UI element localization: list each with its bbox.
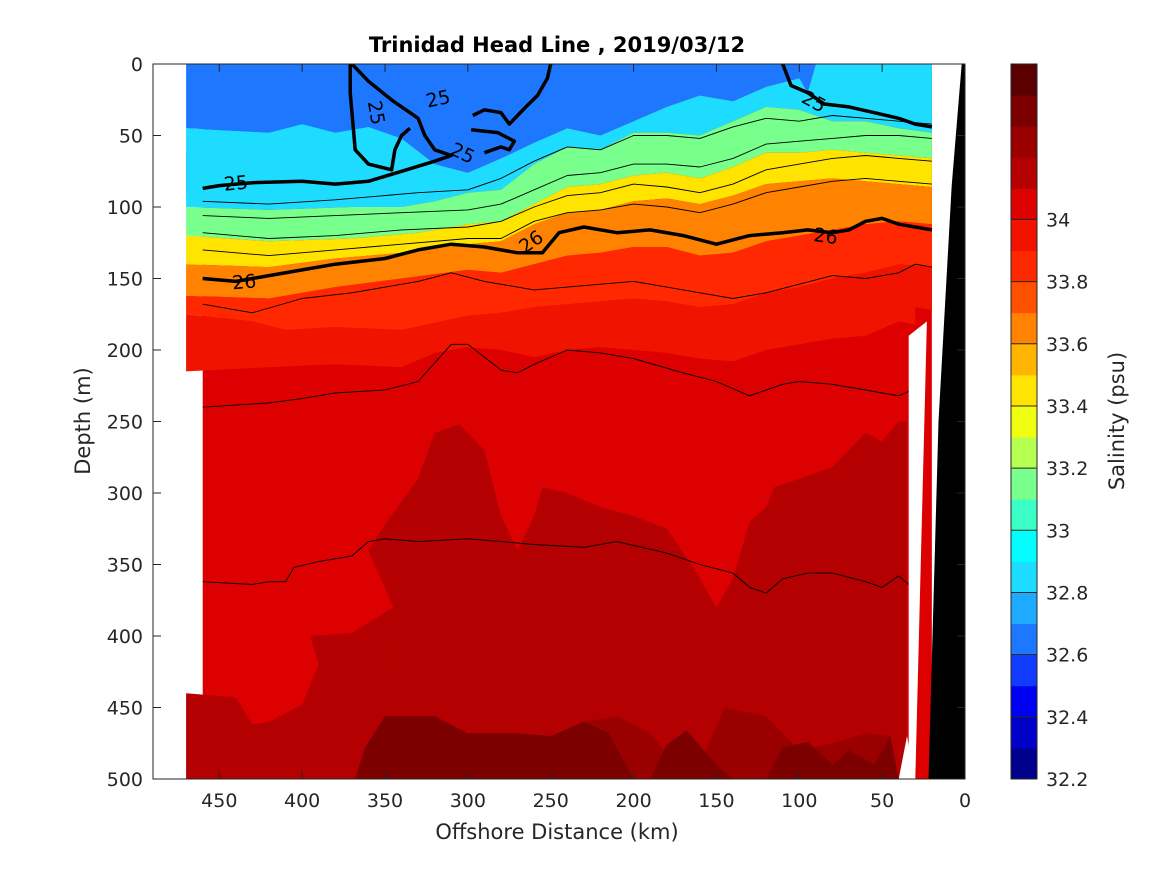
- colorbar-tick-label: 33.4: [1046, 396, 1088, 418]
- salinity-band: [186, 64, 932, 210]
- colorbar-swatch: [1011, 157, 1037, 189]
- colorbar-label: Salinity (psu): [1105, 352, 1129, 490]
- density-contours: [202, 64, 933, 594]
- colorbar-swatch: [1011, 95, 1037, 127]
- salinity-band: [650, 730, 733, 779]
- isopycnal-minor: [202, 343, 913, 408]
- colorbar-swatch: [1011, 561, 1037, 593]
- x-tick-label: 400: [284, 790, 320, 812]
- x-tick-label: 0: [959, 790, 971, 812]
- colorbar-tick-label: 33.6: [1046, 334, 1088, 356]
- colorbar-swatch: [1011, 654, 1037, 687]
- colorbar-swatch: [1011, 219, 1037, 252]
- colorbar-tick-label: 32.8: [1046, 582, 1088, 604]
- x-tick-label: 450: [201, 790, 237, 812]
- colorbar-swatch: [1011, 312, 1037, 345]
- colorbar: 32.2 32.4 32.6 32.8 33 33.2 33.4 33.6 33.8 34: [1010, 63, 1088, 791]
- y-axis: 0 50 100 150 200 250 300 350 400 450 500: [107, 54, 965, 791]
- x-tick-label: 250: [533, 790, 569, 812]
- y-tick-label: 300: [107, 483, 143, 505]
- y-tick-label: 500: [107, 769, 143, 791]
- x-tick-label: 100: [781, 790, 817, 812]
- colorbar-swatch: [1011, 747, 1037, 780]
- colorbar-tick-label: 34: [1046, 209, 1070, 231]
- colorbar-swatch: [1011, 592, 1037, 625]
- isopycnal-minor: [202, 538, 913, 594]
- colorbar-tick-label: 33.2: [1046, 458, 1088, 480]
- salinity-band: [186, 221, 932, 330]
- salinity-band: [186, 607, 402, 779]
- x-tick-label: 350: [367, 790, 403, 812]
- y-tick-label: 450: [107, 698, 143, 720]
- salinity-band: [355, 716, 634, 779]
- colorbar-swatch: [1011, 437, 1037, 469]
- y-tick-label: 250: [107, 412, 143, 434]
- colorbar-swatch: [1011, 530, 1037, 562]
- y-tick-label: 100: [107, 197, 143, 219]
- y-tick-label: 400: [107, 626, 143, 648]
- salinity-fill: [186, 64, 932, 779]
- colorbar-tick-label: 32.2: [1046, 769, 1088, 791]
- colorbar-tick-label: 33: [1046, 520, 1070, 542]
- colorbar-swatch: [1011, 343, 1037, 376]
- colorbar-swatch: [1011, 468, 1037, 500]
- colorbar-tick-label: 32.6: [1046, 645, 1088, 667]
- isopycnal-major: [348, 64, 412, 172]
- colorbar-swatch: [1011, 685, 1037, 718]
- isopycnal-major: [472, 64, 553, 126]
- no-data-area: [908, 321, 927, 779]
- seafloor-mask: [898, 64, 965, 779]
- y-tick-label: 200: [107, 340, 143, 362]
- y-axis-label: Depth (m): [71, 367, 95, 474]
- y-tick-label: 50: [119, 126, 143, 148]
- contour-label: 26: [812, 224, 839, 249]
- isopycnal-major: [202, 216, 933, 284]
- colorbar-swatch: [1011, 126, 1037, 158]
- x-tick-label: 50: [870, 790, 894, 812]
- colorbar-swatch: [1011, 281, 1037, 314]
- salinity-band: [186, 64, 816, 173]
- isopycnal-major: [471, 128, 517, 155]
- colorbar-swatch: [1011, 405, 1037, 438]
- colorbar-swatch: [1011, 716, 1037, 749]
- y-tick-label: 150: [107, 269, 143, 291]
- chart-title: Trinidad Head Line , 2019/03/12: [369, 33, 745, 57]
- colorbar-swatch: [1011, 623, 1037, 656]
- isopycnal-minor: [202, 177, 932, 257]
- contour-label: 25: [424, 86, 452, 113]
- y-tick-label: 350: [107, 555, 143, 577]
- no-data-area: [898, 736, 916, 779]
- y-tick-label: 0: [131, 54, 143, 76]
- x-tick-label: 150: [698, 790, 734, 812]
- isopycnal-minor: [202, 263, 932, 314]
- contour-label: 25: [223, 172, 249, 196]
- x-tick-label: 300: [450, 790, 486, 812]
- isopycnal-minor: [202, 115, 932, 205]
- salinity-band: [186, 178, 932, 299]
- salinity-band: [186, 106, 932, 242]
- colorbar-swatch: [1011, 64, 1037, 96]
- colorbar-tick-label: 32.4: [1046, 707, 1088, 729]
- colorbar-swatch: [1011, 188, 1037, 220]
- colorbar-swatch: [1011, 499, 1037, 531]
- isopycnal-minor: [202, 155, 932, 239]
- x-axis-label: Offshore Distance (km): [435, 820, 678, 844]
- isopycnal-major: [202, 64, 454, 191]
- colorbar-swatch: [1011, 250, 1037, 283]
- x-tick-label: 200: [615, 790, 651, 812]
- salinity-band: [766, 736, 899, 779]
- seafloor-bathymetry: [928, 64, 965, 779]
- x-axis: 450 400 350 300 250 200 150 100 50 0: [201, 64, 971, 812]
- salinity-band: [186, 264, 932, 372]
- colorbar-swatch: [1011, 374, 1037, 407]
- salinity-band: [368, 421, 907, 779]
- isopycnal-minor: [202, 135, 932, 219]
- colorbar-tick-label: 33.8: [1046, 272, 1088, 294]
- contour-label: 25: [363, 99, 389, 127]
- contour-label: 26: [231, 270, 257, 294]
